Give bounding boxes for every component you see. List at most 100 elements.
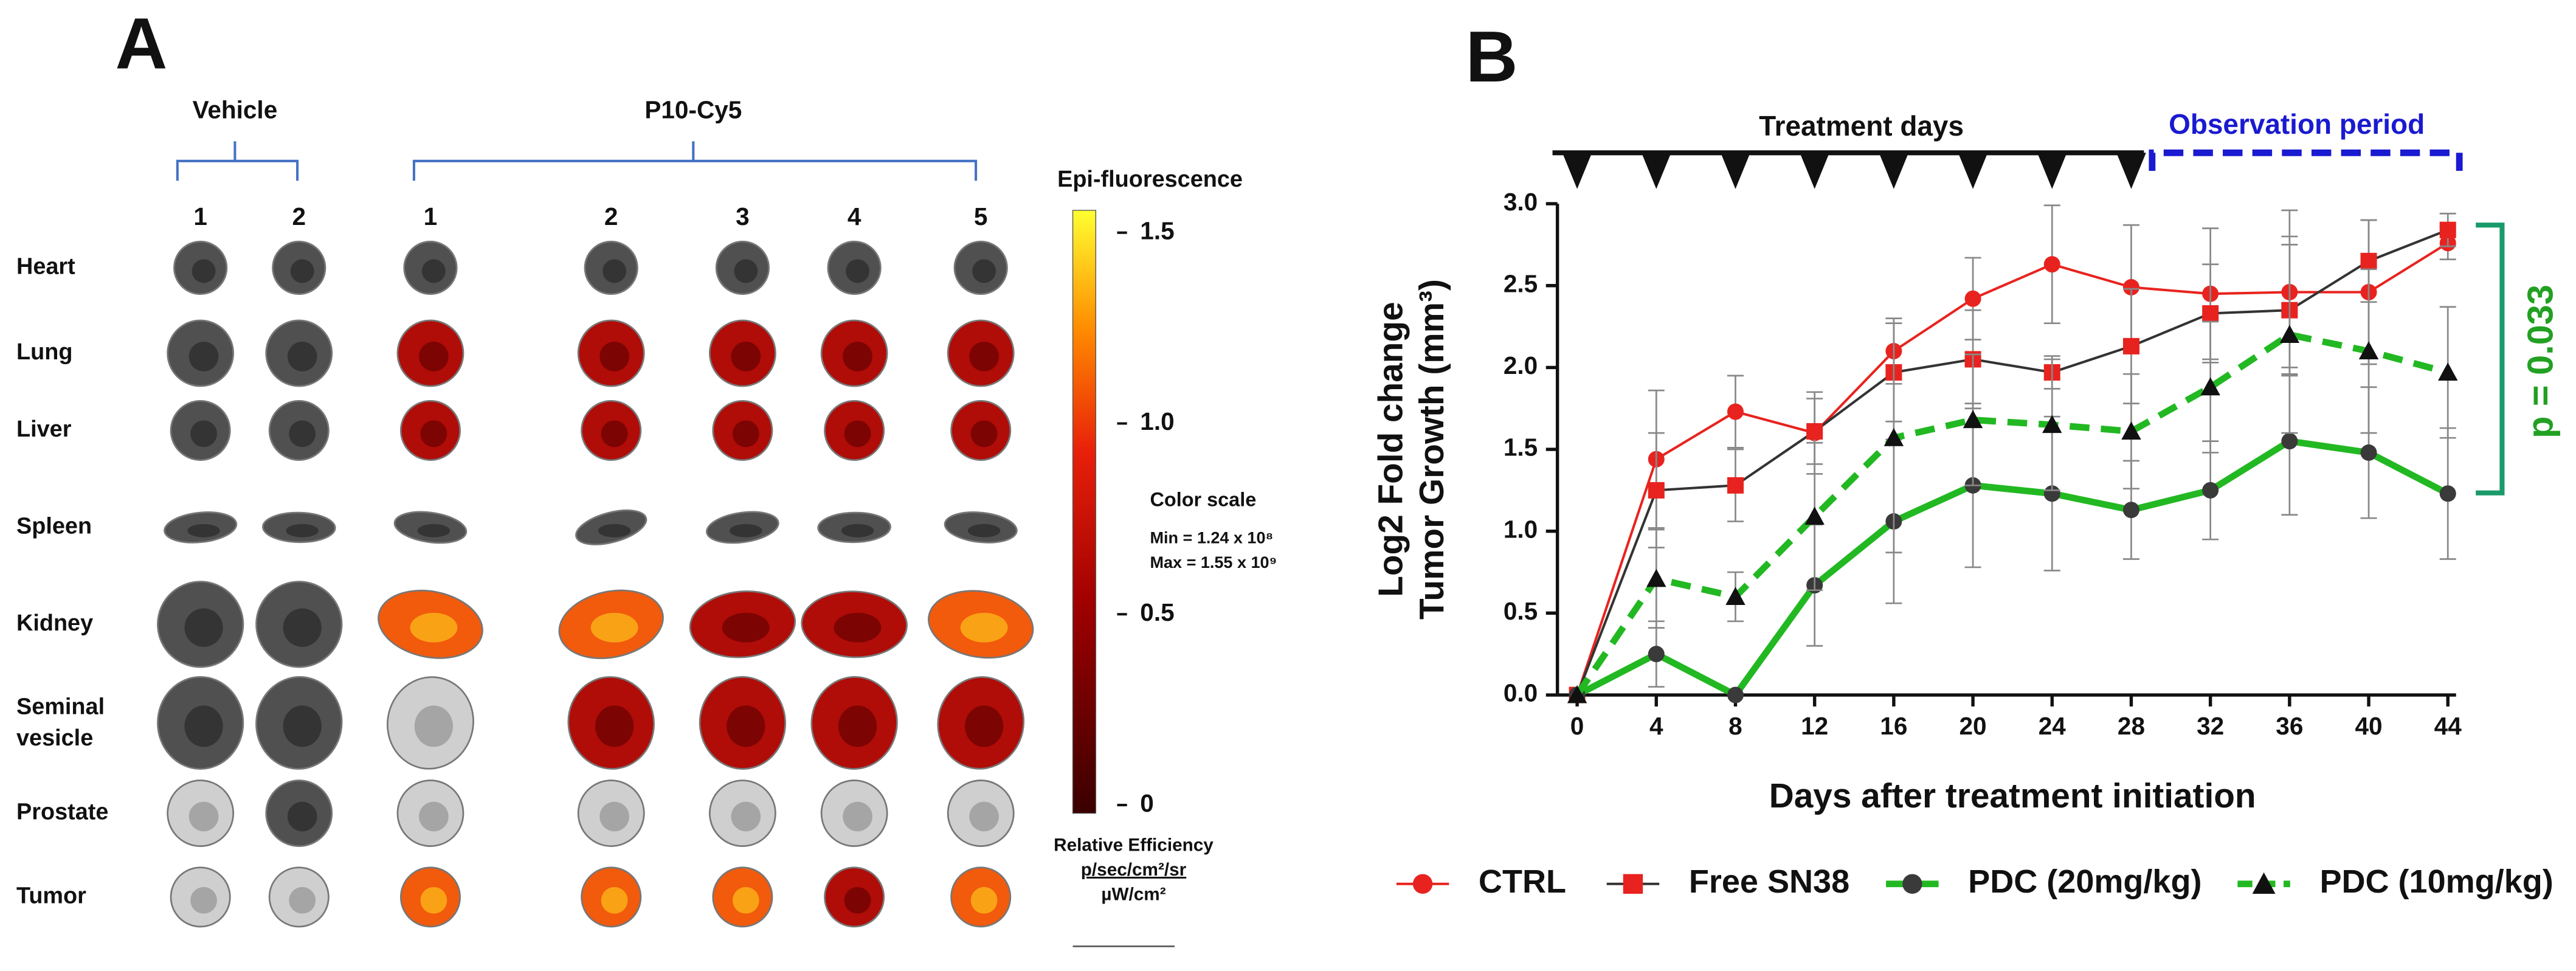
marker (2358, 341, 2379, 359)
treatment-marker (1879, 153, 1909, 189)
marker (2122, 502, 2139, 519)
organ-core (414, 705, 453, 747)
organ-core (844, 886, 871, 914)
marker (2281, 433, 2298, 450)
marker (1727, 477, 1744, 494)
row-label: Spleen (16, 513, 92, 539)
organ-core (187, 524, 220, 537)
legend-label: PDC (20mg/kg) (1968, 863, 2201, 900)
marker (2360, 444, 2377, 461)
panel-a: A Vehicle P10-Cy5 Epi-fluorescence Color… (16, 3, 1277, 947)
marker (2200, 377, 2220, 396)
marker (2438, 362, 2458, 381)
organ-core (730, 524, 762, 537)
column-label: 5 (974, 202, 988, 230)
marker (1727, 403, 1744, 420)
series-line (1574, 331, 2449, 697)
organ-core (964, 705, 1004, 747)
treatment-marker (1641, 153, 1671, 189)
series-line (1575, 437, 2450, 699)
x-tick-label: 28 (2118, 712, 2145, 740)
organ-core (967, 524, 1001, 537)
legend-label: CTRL (1479, 863, 1566, 900)
x-tick-label: 32 (2197, 712, 2224, 740)
x-tick-label: 8 (1728, 712, 1742, 740)
marker (1567, 685, 1587, 703)
organ-core (603, 259, 627, 283)
max-label: Max = 1.55 x 10⁹ (1150, 553, 1277, 572)
marker (2042, 415, 2062, 434)
y-tick-label: 1.0 (1504, 515, 1538, 543)
colorbar-tick-label: 1.0 (1140, 407, 1174, 435)
marker (1806, 423, 1823, 440)
organ-core (286, 524, 319, 537)
organ-core (598, 524, 631, 537)
organ-core (969, 801, 999, 832)
organ-core (595, 705, 634, 747)
legend-marker (1902, 874, 1922, 894)
organ-core (289, 420, 316, 447)
organ-core (599, 342, 629, 371)
organ-core (834, 612, 882, 643)
marker (2122, 278, 2139, 295)
p-bracket (2476, 223, 2505, 496)
organ-core (731, 342, 761, 371)
column-label: 1 (424, 202, 438, 230)
organ-core (969, 342, 999, 371)
organ-core (192, 259, 216, 283)
treatment-label: Treatment days (1759, 110, 1964, 142)
organ-core (838, 705, 877, 747)
y-tick-label: 3.0 (1504, 188, 1538, 216)
colorbar-tick-label: 0.5 (1140, 598, 1174, 626)
organ-core (410, 612, 458, 643)
row-label: Tumor (16, 883, 86, 908)
organ-core (601, 420, 628, 447)
organ-core (731, 801, 761, 832)
colorbar (1072, 210, 1097, 814)
y-axis-label: Tumor Growth (mm³) (1413, 279, 1451, 620)
organ-core (734, 259, 758, 283)
treatment-marker (1800, 153, 1829, 189)
y-tick-label: 2.0 (1504, 351, 1538, 379)
panel-letter: B (1466, 16, 1518, 97)
organ-core (188, 342, 219, 371)
marker (2121, 421, 2141, 440)
x-tick-label: 36 (2276, 712, 2303, 740)
series-line (1576, 229, 2448, 696)
column-label: 2 (604, 202, 618, 230)
marker (2202, 305, 2219, 322)
organ-core (283, 705, 322, 747)
legend-marker (2252, 872, 2276, 894)
observation-label: Observation period (2169, 108, 2425, 140)
organ-core (732, 420, 759, 447)
x-tick-label: 24 (2039, 712, 2067, 740)
scale-title: Color scale (1150, 489, 1257, 511)
marker (2439, 485, 2456, 502)
marker (1804, 506, 1825, 525)
marker (2279, 325, 2300, 344)
organ-core (732, 886, 759, 914)
organ-core (843, 801, 872, 832)
x-tick-label: 4 (1649, 712, 1663, 740)
x-tick-label: 16 (1880, 712, 1907, 740)
bracket (176, 141, 299, 181)
legend-label: Free SN38 (1689, 863, 1849, 900)
unit-line: Relative Efficiency (1054, 835, 1214, 855)
colorbar-tick-label: 1.5 (1140, 216, 1174, 244)
organ-core (419, 801, 449, 832)
x-tick-label: 0 (1570, 712, 1584, 740)
marker (2439, 221, 2456, 238)
organ-core (287, 801, 317, 832)
treatment-marker (2116, 153, 2146, 189)
organ-core (844, 420, 871, 447)
observation-bracket (2149, 149, 2463, 171)
panel-b: B 0.0 0.5 1.0 1.5 2.0 2.5 3.0 0 4 8 12 16 20 24 28 32 36… (1372, 16, 2560, 900)
y-tick-label: 2.5 (1504, 269, 1538, 297)
column-label: 2 (292, 202, 306, 230)
marker (1727, 686, 1744, 703)
y-axis-label: Log2 Fold change (1372, 302, 1410, 596)
p-label: p = 0.033 (2520, 285, 2561, 438)
row-label: Kidney (16, 610, 93, 636)
organ-core (289, 886, 316, 914)
